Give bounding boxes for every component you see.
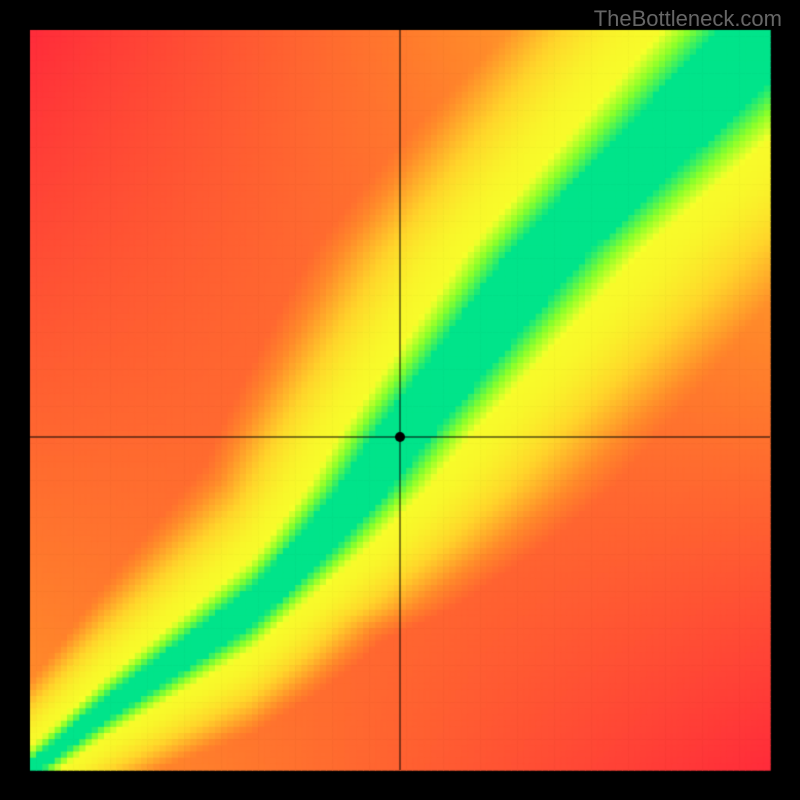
chart-container: TheBottleneck.com — [0, 0, 800, 800]
watermark-text: TheBottleneck.com — [594, 6, 782, 32]
bottleneck-heatmap — [0, 0, 800, 800]
